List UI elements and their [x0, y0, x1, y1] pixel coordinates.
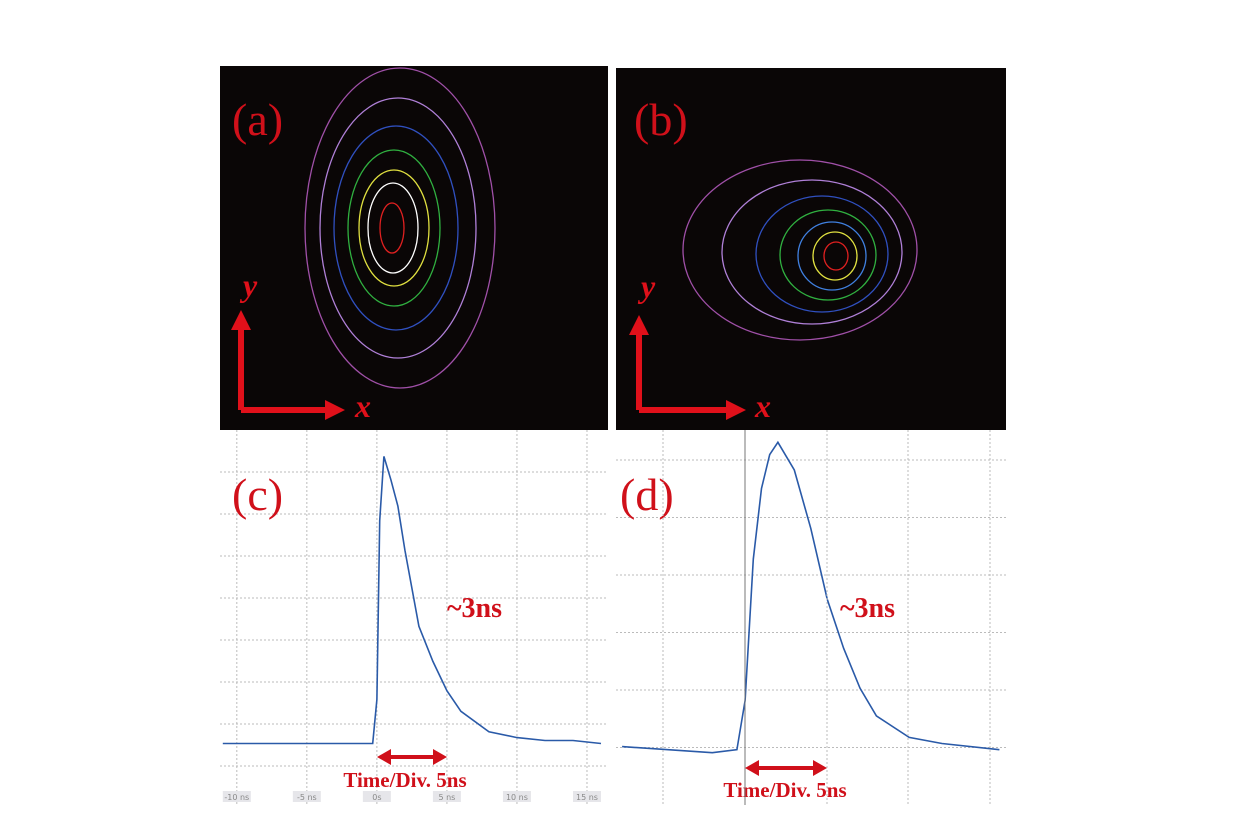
trace: [222, 456, 602, 745]
tick-label-box: [432, 791, 461, 802]
x-tick-label: 15 ns: [576, 793, 598, 802]
grid-d: [662, 430, 991, 805]
panel-label: (b): [634, 94, 688, 145]
annotation: ~3ns: [447, 593, 502, 624]
scale-label: Time/Div. 5ns: [723, 778, 846, 802]
annotation: ~3ns: [840, 593, 895, 624]
contour: [812, 231, 858, 281]
scale-arrows: [377, 749, 827, 776]
axis-arrows: [238, 325, 330, 413]
x-axis-label: x: [754, 388, 771, 424]
tick-label-box: [362, 791, 391, 802]
panel-label: (c): [232, 469, 283, 520]
contour: [779, 209, 877, 301]
y-axis-label: y: [637, 268, 656, 304]
x-tick-label: -5 ns: [297, 793, 317, 802]
panel-label: (a): [232, 94, 283, 145]
axis-arrows: [636, 330, 730, 413]
contour: [358, 169, 430, 287]
x-axis-label: x: [354, 388, 371, 424]
image-background: [616, 68, 1006, 430]
contour: [797, 221, 867, 291]
tick-label-box: [222, 791, 251, 802]
panel-label: (d): [620, 469, 674, 520]
x-tick-label: 10 ns: [506, 793, 528, 802]
tick-label-box: [572, 791, 601, 802]
x-tick-label: 5 ns: [438, 793, 455, 802]
y-axis-label: y: [239, 267, 258, 303]
contour: [379, 202, 405, 254]
contour: [823, 241, 849, 271]
x-tick-label: 0s: [372, 793, 381, 802]
contour: [304, 67, 496, 389]
contour: [347, 149, 441, 307]
scale-label: Time/Div. 5ns: [343, 768, 466, 792]
panel-b: (b) y x: [616, 68, 1006, 430]
tick-label-box: [502, 791, 531, 802]
charts: -10 ns -5 ns 0s 5 ns 10 ns 15 ns (c) ~3ns Time/D…: [220, 430, 1006, 805]
image-background: [220, 66, 608, 430]
panel-a: (a) y x: [220, 66, 608, 430]
tick-label-box: [292, 791, 321, 802]
contour: [367, 182, 419, 274]
contour: [333, 125, 459, 331]
contour: [721, 179, 903, 325]
arrow-heads: [629, 315, 746, 420]
contour: [682, 159, 918, 341]
trace: [622, 440, 1000, 754]
arrow-heads: [231, 310, 345, 420]
x-tick-label: -10 ns: [224, 793, 249, 802]
contour: [319, 97, 477, 359]
scale-arrow: [387, 755, 817, 770]
contour: [755, 195, 889, 313]
